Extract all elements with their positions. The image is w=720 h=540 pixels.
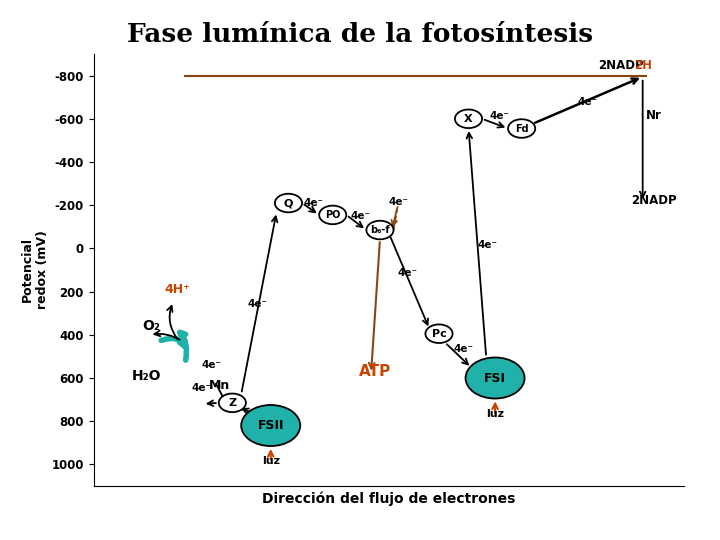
Y-axis label: Potencial
redox (mV): Potencial redox (mV) [21,231,49,309]
Text: FSI: FSI [484,372,506,384]
Text: Pc: Pc [431,329,446,339]
Text: 2H: 2H [634,59,652,72]
Text: 4e⁻: 4e⁻ [247,299,267,309]
Text: 2NADP: 2NADP [598,59,644,72]
Text: 2NADP: 2NADP [631,194,677,207]
Text: luz: luz [262,456,280,467]
Text: Mn: Mn [209,379,230,392]
Text: 4e⁻: 4e⁻ [303,198,323,208]
Text: 4e⁻: 4e⁻ [454,344,474,354]
Text: 4e⁻: 4e⁻ [477,240,498,251]
Text: 4e⁻: 4e⁻ [389,197,409,207]
Ellipse shape [219,394,246,412]
Ellipse shape [241,405,300,446]
Text: H₂O: H₂O [132,369,161,383]
Text: 4e⁻: 4e⁻ [191,383,211,393]
Text: O₂: O₂ [142,320,160,334]
Text: FSII: FSII [258,419,284,432]
Text: 4e⁻: 4e⁻ [201,360,221,370]
Text: 4e⁻: 4e⁻ [351,211,370,221]
Ellipse shape [508,119,535,138]
X-axis label: Dirección del flujo de electrones: Dirección del flujo de electrones [262,491,516,506]
Text: Fd: Fd [515,124,528,133]
Text: 4H⁺: 4H⁺ [164,282,190,296]
Text: b₆-f: b₆-f [370,225,390,235]
Text: Q: Q [284,198,293,208]
Ellipse shape [319,206,346,224]
Text: PO: PO [325,210,341,220]
Ellipse shape [426,325,453,343]
Text: luz: luz [486,409,504,419]
Text: 4e⁻: 4e⁻ [577,97,598,107]
Text: 4e⁻: 4e⁻ [397,268,418,279]
Text: Nr: Nr [646,109,662,122]
Text: X: X [464,114,473,124]
Text: 4e⁻: 4e⁻ [489,111,509,121]
Ellipse shape [455,110,482,128]
Ellipse shape [366,221,394,239]
Text: ATP: ATP [359,364,392,379]
Ellipse shape [275,194,302,212]
Text: Z: Z [228,398,236,408]
Ellipse shape [466,357,525,399]
Text: Fase lumínica de la fotosíntesis: Fase lumínica de la fotosíntesis [127,22,593,46]
